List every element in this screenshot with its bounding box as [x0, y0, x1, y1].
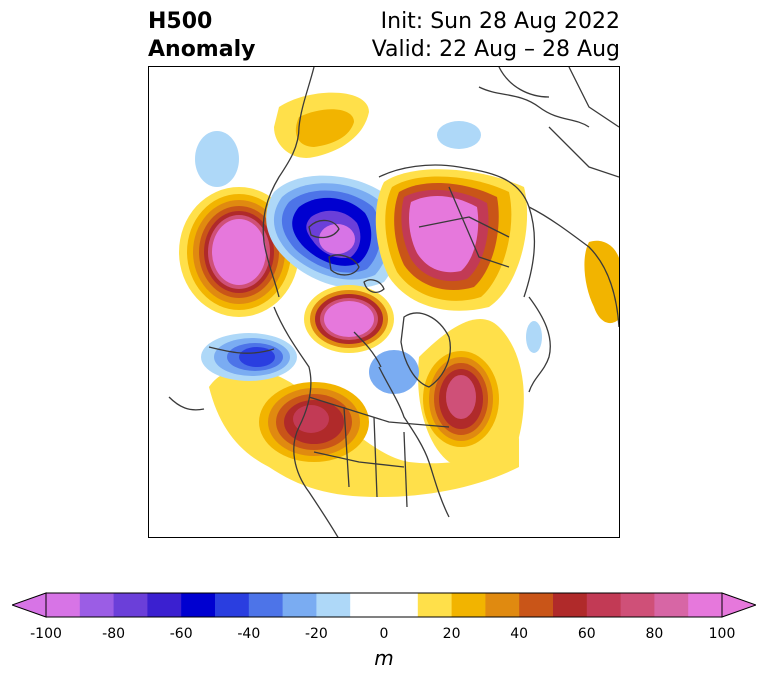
positive-center-west-na — [259, 382, 369, 462]
colorbar-cell — [79, 593, 115, 617]
colorbar-cell — [215, 593, 250, 617]
colorbar-tick-label: 40 — [510, 626, 529, 642]
colorbar-tick-label: 100 — [708, 626, 736, 642]
colorbar-cell — [485, 593, 520, 617]
colorbar-tick-label: -100 — [30, 626, 62, 642]
map-dates: Init: Sun 28 Aug 2022 Valid: 22 Aug – 28… — [372, 8, 620, 64]
positive-center-siberia — [375, 169, 528, 311]
positive-patch-east-edge — [584, 240, 619, 324]
colorbar-tick-label: -80 — [102, 626, 126, 642]
colorbar-cell — [248, 593, 284, 617]
negative-patch-east — [526, 321, 542, 353]
positive-center-north-atlantic — [423, 351, 499, 447]
coastlines — [168, 67, 619, 537]
title-variable: H500 — [148, 9, 213, 34]
negative-center-gulf-alaska — [201, 333, 297, 381]
colorbar-cell — [519, 593, 554, 617]
colorbar — [12, 592, 756, 618]
anomaly-shading — [179, 92, 619, 497]
positive-center-beaufort — [304, 285, 394, 353]
colorbar-cell — [147, 593, 182, 617]
colorbar-tick-label: -20 — [304, 626, 328, 642]
colorbar-cell — [417, 593, 453, 617]
colorbar-cell — [316, 593, 351, 617]
init-date: Init: Sun 28 Aug 2022 — [380, 9, 620, 34]
colorbar-tick-label: 80 — [645, 626, 664, 642]
colorbar-tick-label: -40 — [237, 626, 261, 642]
colorbar-cell — [282, 593, 317, 617]
colorbar-extend-min — [12, 592, 47, 618]
colorbar-cell — [451, 593, 486, 617]
colorbar-cell — [46, 593, 81, 617]
colorbar-extend-max — [721, 592, 756, 618]
colorbar-tick-label: -60 — [169, 626, 193, 642]
positive-center-ne-pacific — [179, 187, 299, 317]
colorbar-cell — [181, 593, 216, 617]
negative-center-arctic — [266, 175, 400, 288]
title-product: Anomaly — [148, 37, 256, 62]
colorbar-cells — [46, 593, 723, 617]
negative-patch-north — [437, 121, 481, 149]
colorbar-cell — [553, 593, 588, 617]
colorbar-cell — [654, 593, 689, 617]
colorbar-cell — [350, 593, 385, 617]
colorbar-unit: m — [374, 646, 394, 670]
colorbar-cell — [384, 593, 419, 617]
colorbar-outline — [45, 592, 723, 618]
valid-range: Valid: 22 Aug – 28 Aug — [371, 37, 620, 62]
colorbar-cell — [620, 593, 655, 617]
negative-patch-northwest — [195, 131, 239, 187]
map-title: H500 Anomaly — [148, 8, 255, 64]
colorbar-tick-label: 0 — [379, 626, 389, 642]
colorbar-cell — [113, 593, 148, 617]
anomaly-map — [148, 66, 620, 538]
map-svg — [168, 67, 619, 537]
colorbar-tick-label: 20 — [442, 626, 461, 642]
positive-anomaly-north-inner — [295, 109, 354, 147]
colorbar-cell — [688, 593, 723, 617]
colorbar-tick-label: 60 — [577, 626, 596, 642]
colorbar-cell — [586, 593, 622, 617]
